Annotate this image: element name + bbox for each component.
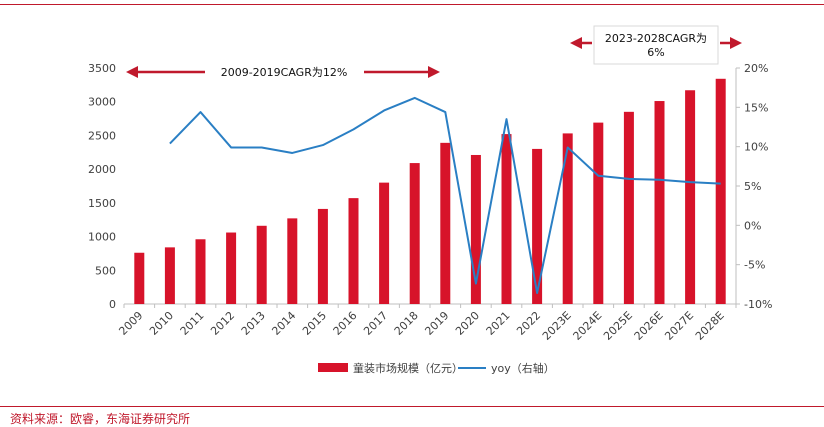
cagr-label-2009-2019: 2009-2019CAGR为12% bbox=[221, 66, 348, 79]
legend-swatch-bar bbox=[318, 363, 348, 372]
bar-2018 bbox=[409, 163, 420, 304]
cagr-box bbox=[593, 25, 719, 65]
x-tick-label: 2014 bbox=[269, 309, 298, 338]
left-y-tick-label: 2000 bbox=[88, 163, 116, 176]
x-tick-label: 2012 bbox=[208, 309, 237, 338]
x-tick-label: 2024E bbox=[571, 309, 605, 343]
bar-2016 bbox=[348, 198, 359, 304]
cagr-annotation-2009-2019: 2009-2019CAGR为12% bbox=[126, 66, 440, 79]
x-tick-label: 2013 bbox=[239, 309, 268, 338]
right-y-tick-labels: -10% -5% 0% 5% 10% 15% 20% bbox=[744, 62, 772, 311]
x-tick-label: 2025E bbox=[601, 309, 635, 343]
cagr-arrow-left-head bbox=[126, 66, 138, 78]
x-tick-label: 2028E bbox=[693, 309, 727, 343]
top-rule bbox=[0, 4, 824, 5]
x-tick-label: 2016 bbox=[331, 309, 360, 338]
right-y-tick-label: 10% bbox=[744, 141, 768, 154]
bar-2011 bbox=[195, 239, 206, 304]
chart: 2009 2010 2011 2012 2013 2014 2015 2016 2017 2018… bbox=[88, 25, 772, 375]
bar-2014 bbox=[287, 218, 298, 304]
left-y-tick-label: 3500 bbox=[88, 62, 116, 75]
cagr2-arrow-left-head bbox=[570, 37, 582, 49]
yoy-line bbox=[169, 96, 721, 294]
left-y-tick-label: 2500 bbox=[88, 129, 116, 142]
bar-2017 bbox=[379, 182, 390, 304]
x-tick-label: 2027E bbox=[662, 309, 696, 343]
left-y-tick-label: 1000 bbox=[88, 231, 116, 244]
bar-2021 bbox=[501, 134, 512, 304]
x-tick-label: 2009 bbox=[116, 309, 145, 338]
left-y-tick-label: 0 bbox=[109, 298, 116, 311]
yoy-line-series bbox=[169, 96, 721, 294]
x-tick-label: 2018 bbox=[392, 309, 421, 338]
axes bbox=[123, 67, 740, 308]
cagr-arrow-right-head bbox=[428, 66, 440, 78]
x-tick-label: 2019 bbox=[422, 309, 451, 338]
bar-2025E bbox=[623, 111, 634, 304]
x-tick-label: 2026E bbox=[632, 309, 666, 343]
bar-2010 bbox=[164, 247, 175, 304]
x-tick-label: 2023E bbox=[540, 309, 574, 343]
cagr-annotation-2023-2028: 2023-2028CAGR为 6% bbox=[570, 25, 742, 65]
cagr-label-2023-2028-line1: 2023-2028CAGR为 bbox=[605, 32, 707, 45]
legend-label-bar: 童装市场规模（亿元） bbox=[353, 361, 463, 375]
bar-2023E bbox=[562, 133, 573, 304]
legend-label-line: yoy（右轴） bbox=[491, 361, 555, 375]
x-tick-label: 2011 bbox=[178, 309, 207, 338]
bar-2013 bbox=[256, 225, 267, 304]
x-tick-label: 2010 bbox=[147, 309, 176, 338]
x-tick-label: 2020 bbox=[453, 309, 482, 338]
bottom-rule bbox=[0, 406, 824, 407]
left-y-tick-labels: 0 500 1000 1500 2000 2500 3000 3500 bbox=[88, 62, 116, 311]
bar-2024E bbox=[593, 122, 604, 304]
cagr2-arrow-right-head bbox=[730, 37, 742, 49]
bar-2026E bbox=[654, 101, 665, 304]
bar-2019 bbox=[440, 142, 451, 304]
bar-2028E bbox=[715, 78, 726, 304]
left-y-tick-label: 1500 bbox=[88, 197, 116, 210]
right-y-tick-label: -5% bbox=[744, 259, 765, 272]
left-y-tick-label: 500 bbox=[95, 264, 116, 277]
bar-2027E bbox=[685, 90, 696, 304]
x-tick-label: 2015 bbox=[300, 309, 329, 338]
x-tick-label: 2017 bbox=[361, 309, 390, 338]
right-y-tick-label: 0% bbox=[744, 219, 761, 232]
cagr-label-2023-2028-line2: 6% bbox=[647, 46, 664, 59]
bar-2022 bbox=[532, 148, 543, 304]
legend: 童装市场规模（亿元） yoy（右轴） bbox=[318, 361, 555, 375]
bar-2009 bbox=[134, 252, 145, 304]
bar-series bbox=[134, 78, 726, 304]
bar-2015 bbox=[317, 208, 328, 304]
right-y-tick-label: -10% bbox=[744, 298, 772, 311]
right-y-tick-label: 15% bbox=[744, 101, 768, 114]
source-note: 资料来源：欧睿，东海证券研究所 bbox=[10, 412, 191, 426]
x-tick-label: 2021 bbox=[484, 309, 513, 338]
x-tick-labels: 2009 2010 2011 2012 2013 2014 2015 2016 2017 2018… bbox=[116, 309, 726, 343]
left-y-tick-label: 3000 bbox=[88, 96, 116, 109]
right-y-tick-label: 20% bbox=[744, 62, 768, 75]
right-y-tick-label: 5% bbox=[744, 180, 761, 193]
bar-2020 bbox=[470, 154, 481, 304]
bar-2012 bbox=[226, 232, 237, 304]
